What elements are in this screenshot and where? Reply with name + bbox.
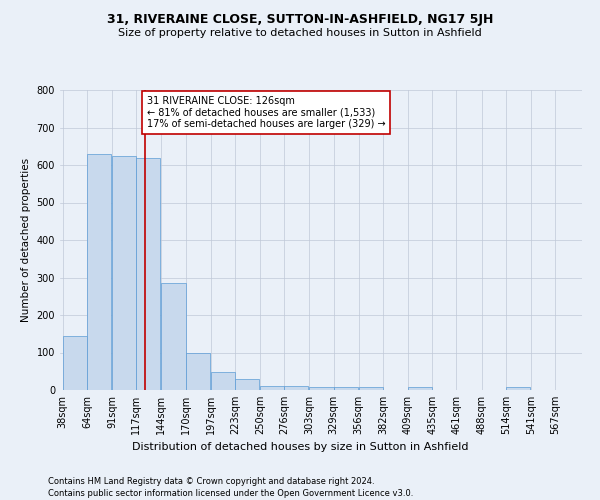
Text: Size of property relative to detached houses in Sutton in Ashfield: Size of property relative to detached ho… [118, 28, 482, 38]
Bar [506, 387, 530, 390]
Text: 31 RIVERAINE CLOSE: 126sqm
← 81% of detached houses are smaller (1,533)
17% of s: 31 RIVERAINE CLOSE: 126sqm ← 81% of deta… [146, 96, 385, 129]
Bar [136, 158, 160, 390]
Bar [310, 387, 334, 390]
Bar [408, 387, 432, 390]
Bar [235, 379, 259, 390]
Text: 31, RIVERAINE CLOSE, SUTTON-IN-ASHFIELD, NG17 5JH: 31, RIVERAINE CLOSE, SUTTON-IN-ASHFIELD,… [107, 12, 493, 26]
Y-axis label: Number of detached properties: Number of detached properties [21, 158, 31, 322]
Bar [161, 283, 185, 390]
Bar [87, 154, 111, 390]
Bar [260, 386, 284, 390]
Bar [211, 372, 235, 390]
Bar [359, 387, 383, 390]
Text: Contains HM Land Registry data © Crown copyright and database right 2024.: Contains HM Land Registry data © Crown c… [48, 478, 374, 486]
Bar [284, 386, 308, 390]
Text: Contains public sector information licensed under the Open Government Licence v3: Contains public sector information licen… [48, 489, 413, 498]
Bar [334, 387, 358, 390]
Text: Distribution of detached houses by size in Sutton in Ashfield: Distribution of detached houses by size … [132, 442, 468, 452]
Bar [112, 156, 136, 390]
Bar [185, 352, 210, 390]
Bar [63, 336, 87, 390]
